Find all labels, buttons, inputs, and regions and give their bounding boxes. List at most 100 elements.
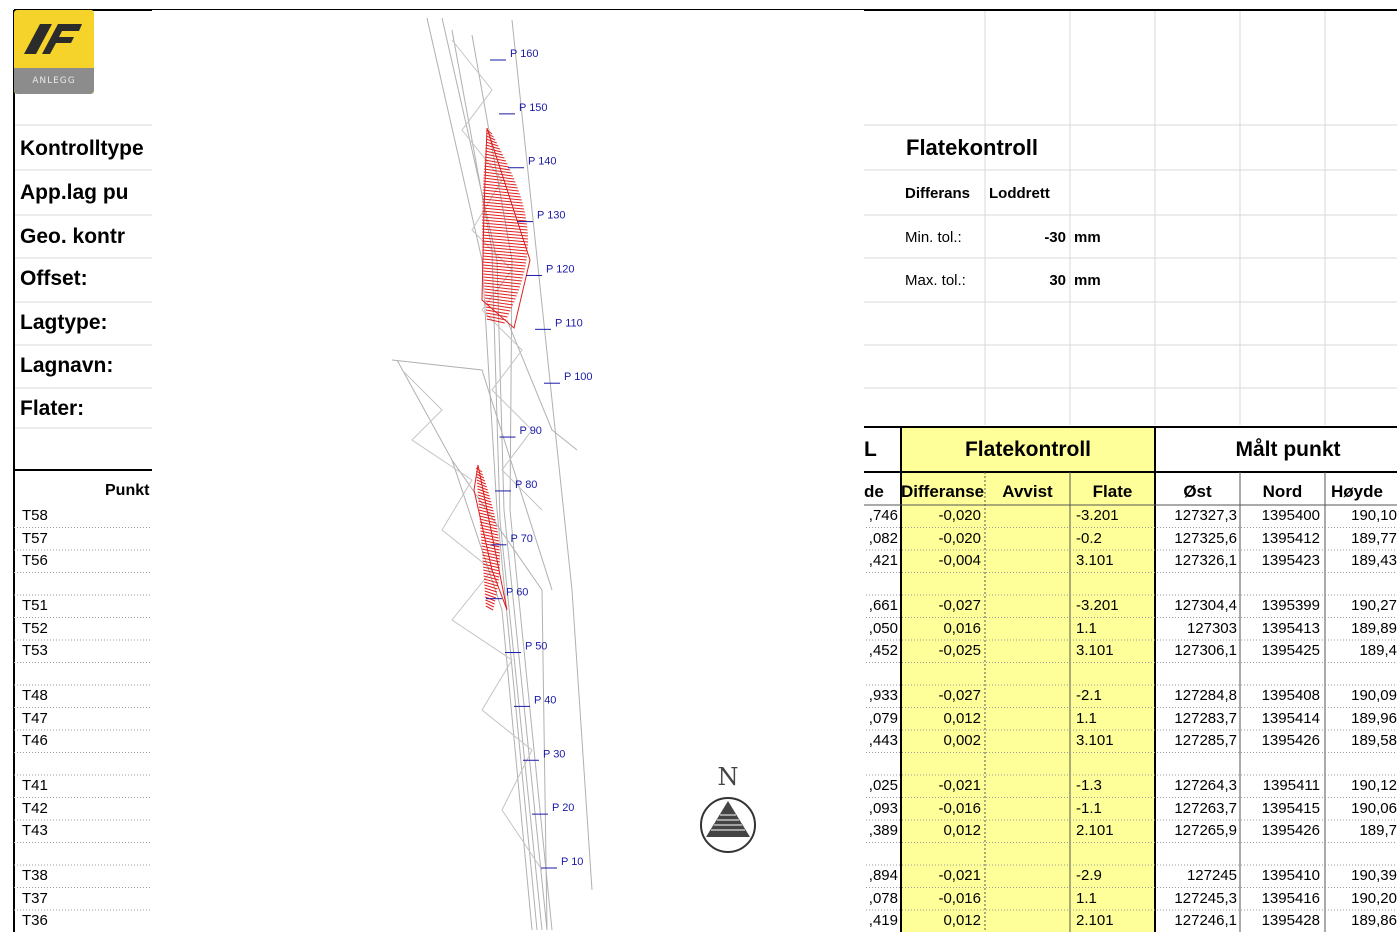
station-label: P 60 — [506, 587, 528, 599]
label-lagnavn: Lagnavn: — [20, 354, 114, 377]
defect-zone-upper — [481, 127, 531, 329]
point-id: T56 — [22, 552, 48, 569]
cell-de — [864, 843, 898, 865]
col-hoyde: Høyde — [1331, 482, 1383, 501]
cell-de: ,421 — [868, 552, 898, 569]
settings-title: Flatekontroll — [906, 135, 1039, 160]
cell-nord: 1395428 — [1261, 912, 1320, 929]
cell-diff: -0,016 — [938, 889, 981, 907]
diff-value: Loddrett — [989, 185, 1050, 202]
north-arrow-icon: N — [700, 763, 756, 853]
cell-nord: 1395415 — [1261, 799, 1320, 817]
cell-diff: -0,004 — [938, 552, 981, 569]
cell-diff: 0,012 — [943, 912, 981, 929]
alignment-map-drawing: P 160 P 150 P 140 P 130 P 120 P 110 P 100 P 90 P… — [391, 17, 756, 931]
station-label: P 70 — [511, 533, 533, 545]
col-avvist: Avvist — [1002, 482, 1053, 501]
cell-diff — [901, 573, 981, 595]
station-label: P 130 — [537, 210, 566, 222]
station-label: P 40 — [534, 694, 556, 706]
cell-de: ,933 — [868, 687, 898, 704]
cell-avvist — [985, 888, 1070, 910]
cell-avvist — [985, 843, 1070, 865]
point-id: T52 — [22, 619, 48, 637]
cell-ost: 127285,7 — [1174, 732, 1237, 749]
cell-diff: -0,025 — [938, 642, 981, 659]
station-label: P 160 — [510, 48, 539, 60]
station-label: P 140 — [528, 156, 557, 168]
cell-hoyde — [1328, 843, 1397, 865]
col-de: de — [864, 482, 884, 501]
cell-hoyde — [1328, 663, 1397, 685]
cell-hoyde: 190,20 — [1351, 889, 1397, 907]
cell-nord: 1395425 — [1261, 642, 1320, 659]
station-marker: P 130 — [517, 210, 566, 223]
cell-diff: -0,021 — [938, 777, 981, 794]
cell-hoyde: 189,7 — [1359, 822, 1397, 839]
cell-de — [864, 573, 898, 595]
diff-label: Differans — [905, 185, 971, 202]
cell-diff: -0,027 — [938, 597, 981, 614]
cell-flate — [1076, 663, 1155, 685]
cell-hoyde: 189,86 — [1351, 912, 1397, 929]
cell-hoyde: 190,39 — [1351, 867, 1397, 884]
col-flate: Flate — [1092, 482, 1133, 501]
cell-nord — [1240, 663, 1320, 685]
cell-de: ,452 — [868, 642, 898, 659]
cell-ost: 127264,3 — [1174, 777, 1237, 794]
cell-avvist — [985, 798, 1070, 820]
cell-de — [864, 663, 898, 685]
cell-diff: 0,012 — [943, 822, 981, 839]
cell-diff: -0,021 — [938, 867, 981, 884]
max-tol-value: 30 — [1049, 272, 1066, 289]
flatekontroll-highlight — [901, 427, 1155, 932]
cell-ost: 127245,3 — [1174, 889, 1237, 907]
station-marker: P 80 — [495, 479, 537, 492]
cell-ost: 127303 — [1186, 619, 1237, 637]
cell-flate: 1.1 — [1076, 889, 1097, 907]
cell-flate: 2.101 — [1076, 822, 1114, 839]
min-tol-value: -30 — [1044, 229, 1066, 246]
cell-avvist — [985, 820, 1070, 842]
col-ost: Øst — [1183, 482, 1212, 501]
defect-zone-lower — [473, 464, 508, 611]
cell-flate: 3.101 — [1076, 552, 1114, 569]
label-flater: Flater: — [20, 397, 85, 420]
cell-de: ,419 — [868, 912, 898, 929]
station-label: P 100 — [564, 371, 593, 383]
alignment-lines — [391, 17, 593, 931]
cell-de: ,082 — [868, 529, 898, 547]
cell-ost: 127283,7 — [1174, 709, 1237, 727]
cell-avvist — [985, 708, 1070, 730]
cell-flate: 2.101 — [1076, 912, 1114, 929]
cell-avvist — [985, 505, 1070, 527]
alignment-map[interactable]: P 160 P 150 P 140 P 130 P 120 P 110 P 100 P 90 P… — [152, 10, 864, 932]
cell-nord: 1395413 — [1261, 619, 1320, 637]
cell-flate: 3.101 — [1076, 732, 1114, 749]
cell-ost: 127327,3 — [1174, 507, 1237, 524]
cell-avvist — [985, 595, 1070, 617]
cell-nord: 1395416 — [1261, 889, 1320, 907]
af-logo-icon — [24, 24, 82, 54]
station-marker: P 160 — [490, 48, 539, 61]
cell-hoyde: 189,4 — [1359, 642, 1397, 659]
cell-ost: 127304,4 — [1174, 597, 1237, 614]
group-flatekontroll: Flatekontroll — [964, 438, 1091, 461]
cell-hoyde: 190,10 — [1351, 507, 1397, 524]
cell-de: ,025 — [868, 777, 898, 794]
station-label: P 150 — [519, 102, 548, 114]
cell-nord: 1395414 — [1261, 709, 1320, 727]
cell-ost: 127306,1 — [1174, 642, 1237, 659]
cell-avvist — [985, 865, 1070, 887]
cell-ost: 127245 — [1186, 867, 1237, 884]
cell-flate: -3.201 — [1076, 507, 1119, 524]
max-tol-unit: mm — [1074, 272, 1101, 289]
cell-avvist — [985, 753, 1070, 775]
cell-ost: 127246,1 — [1174, 912, 1237, 929]
cell-diff: -0,016 — [938, 799, 981, 817]
cell-de: ,389 — [868, 822, 898, 839]
station-label: P 80 — [515, 479, 537, 491]
cell-diff — [901, 843, 981, 865]
cell-diff — [901, 663, 981, 685]
station-marker: P 150 — [499, 102, 548, 115]
